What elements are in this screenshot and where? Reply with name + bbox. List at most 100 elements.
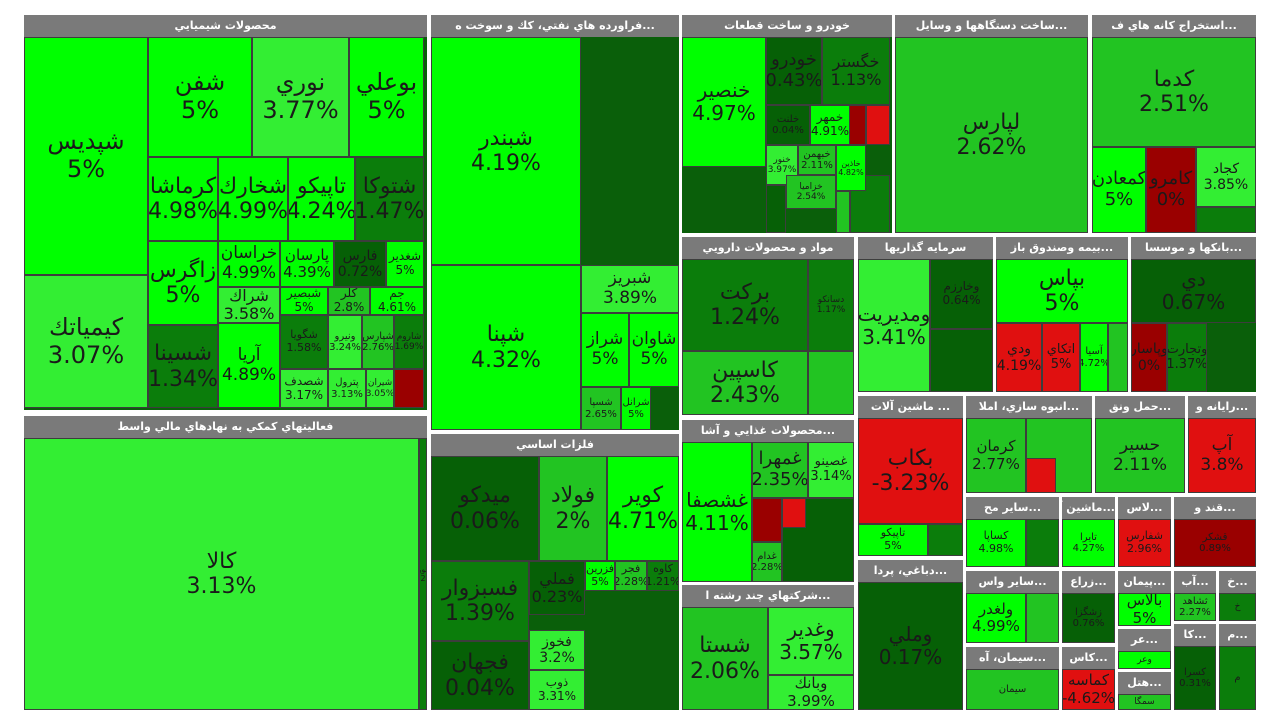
sector-29[interactable]: ...عر وعر [1118,629,1171,669]
sector-30[interactable]: ...هتل سمگا [1118,672,1171,710]
small-stock-tile[interactable] [836,191,850,233]
stock-tile[interactable]: خگستر 1.13% [822,37,890,105]
stock-tile[interactable]: جم 4.61% [370,287,424,315]
small-stock-tile[interactable] [1108,323,1128,392]
stock-tile[interactable]: شغدير 5% [386,241,424,287]
stock-tile[interactable]: كرماشا 4.98% [148,157,218,241]
sector-header[interactable]: ...عر [1131,633,1158,646]
stock-tile[interactable]: شپارس 2.76% [362,315,394,369]
stock-tile[interactable]: تاپيكو 5% [858,524,928,556]
sector-header[interactable]: خودرو و ساخت قطعات [724,19,850,32]
sector-25[interactable]: ...آب ثشاهد 2.27% [1174,571,1216,621]
sector-header[interactable]: ...انبوه سازي، املا [978,400,1080,413]
stock-tile[interactable]: كوير 4.71% [607,456,679,561]
sector-header[interactable]: ...هتل [1127,676,1162,689]
stock-tile[interactable]: غمهرا 2.35% [752,442,808,498]
stock-tile[interactable]: سيمان [966,669,1059,710]
stock-tile[interactable]: وپاسار 0% [1131,323,1167,392]
sector-6[interactable]: فلزات اساسي ميدكو 0.06% فولاد 2% كوير 4.71% فسب… [431,434,679,710]
sector-header[interactable]: فعاليتهاي كمكي به نهادهاي مالي واسط [117,420,334,433]
sector-header[interactable]: ...كا [1183,628,1207,641]
stock-tile[interactable]: ومديريت 3.41% [858,259,930,392]
stock-tile[interactable]: وبانك 3.99% [768,675,854,710]
stock-tile[interactable]: فجهان 0.04% [431,641,529,710]
stock-tile[interactable]: كلر 2.8% [328,287,370,315]
sector-28[interactable]: ...كاس كماسه -4.62% [1062,647,1115,710]
stock-tile[interactable]: سمگا [1118,694,1171,710]
stock-tile[interactable]: خلنت 0.04% [766,105,810,145]
sector-32[interactable]: ...م م [1219,624,1256,710]
sector-header[interactable]: مواد و محصولات دارويي [702,241,834,254]
stock-tile[interactable]: كماسه -4.62% [1062,669,1115,710]
stock-tile[interactable]: بوعلي 5% [349,37,424,157]
small-stock-tile[interactable] [866,105,890,145]
stock-tile[interactable]: خودرو 0.43% [766,37,822,105]
sector-header[interactable]: ...ساخت دستگاهها و وسايل [915,19,1068,32]
stock-tile[interactable]: حسير 2.11% [1095,418,1185,493]
stock-tile[interactable]: فسبزوار 1.39% [431,561,529,641]
stock-tile[interactable]: دي 0.67% [1131,259,1256,323]
small-stock-tile[interactable] [928,524,963,556]
stock-tile[interactable]: كاسپين 2.43% [682,351,808,415]
stock-tile[interactable]: پترول 3.13% [328,369,366,408]
sector-header[interactable]: سرمايه گذاريها [884,241,967,254]
stock-tile[interactable]: فخوز 3.2% [529,630,585,670]
sector-header[interactable]: ... ماشين آلات [870,400,951,413]
stock-tile[interactable]: بركت 1.24% [682,259,808,351]
stock-tile[interactable]: كسرا 0.31% [1174,646,1216,710]
stock-tile[interactable]: شسينا 1.34% [148,325,218,408]
sector-17[interactable]: ...دباغي، پردا وملي 0.17% [858,560,963,710]
sector-8[interactable]: سرمايه گذاريها ومديريت 3.41% وخارزم 0.64% [858,237,993,392]
stock-tile[interactable]: خاذين 4.82% [836,145,866,191]
stock-tile[interactable]: كرمان 2.77% [966,418,1026,493]
stock-tile[interactable]: زشگزا 0.76% [1062,593,1115,643]
sector-15[interactable]: ...رايانه و آپ 3.8% [1188,396,1256,493]
sector-5[interactable]: فعاليتهاي كمكي به نهادهاي مالي واسط كالا 3… [24,416,427,710]
sector-14[interactable]: ...حمل ونق حسير 2.11% [1095,396,1185,493]
sector-18[interactable]: ...ساير مح كساپا 4.98% [966,497,1059,567]
stock-tile[interactable]: نوري 3.77% [252,37,349,157]
stock-tile[interactable]: تاپيكو 4.24% [288,157,355,241]
small-stock-tile[interactable] [1196,207,1256,233]
sector-header[interactable]: ...كاس [1069,651,1108,664]
small-stock-tile[interactable] [1026,458,1056,493]
stock-tile[interactable]: فجر 2.28% [615,561,647,591]
stock-tile[interactable]: اتكاي 5% [1042,323,1080,392]
small-stock-tile[interactable] [1026,593,1059,643]
stock-tile[interactable]: خ [1219,593,1256,621]
sector-23[interactable]: ...زراع زشگزا 0.76% [1062,571,1115,643]
stock-tile[interactable]: ثشاهد 2.27% [1174,593,1216,621]
stock-tile[interactable]: خراسان 4.99% [218,241,280,287]
sector-24[interactable]: ...پيمان بالاس 5% [1118,571,1171,626]
sector-header[interactable]: ...قند و [1194,501,1236,514]
stock-tile[interactable]: شاروم 1.69% [394,315,424,369]
small-stock-tile[interactable] [1026,519,1059,567]
stock-tile[interactable]: فولاد 2% [539,456,607,561]
stock-tile[interactable]: شبندر 4.19% [431,37,581,265]
stock-tile[interactable]: شرانل 5% [621,387,651,430]
small-stock-tile[interactable] [808,351,854,415]
sector-31[interactable]: ...كا كسرا 0.31% [1174,624,1216,710]
stock-tile[interactable]: فملي 0.23% [529,561,585,615]
stock-tile[interactable]: كدما 2.51% [1092,37,1256,147]
stock-tile[interactable]: آريا 4.89% [218,323,280,408]
stock-tile[interactable]: شبريز 3.89% [581,265,679,313]
sector-header[interactable]: ...آب [1181,575,1209,588]
sector-22[interactable]: ...ساير واس ولغدر 4.99% [966,571,1059,643]
sector-header[interactable]: ...شركتهاي چند رشته ا [705,589,831,602]
sector-header[interactable]: ...بانكها و موسسا [1144,241,1243,254]
sector-2[interactable]: خودرو و ساخت قطعات خنصير 4.97% خودرو 0.43% خگ… [682,15,892,233]
stock-tile[interactable]: كالا 3.13% [24,438,419,710]
sector-header[interactable]: ...لاس [1126,501,1163,514]
stock-tile[interactable]: آپ 3.8% [1188,418,1256,493]
sector-4[interactable]: ...استخراج كانه هاي ف كدما 2.51% كمعادن 5% كا… [1092,15,1256,233]
stock-tile[interactable]: شبصير 5% [280,287,328,315]
sector-16[interactable]: ...شركتهاي چند رشته ا شستا 2.06% وغدير 3.57%… [682,585,854,710]
stock-tile[interactable]: كمعادن 5% [1092,147,1146,233]
sector-header[interactable]: ...پيمان [1123,575,1166,588]
stock-tile[interactable]: غدام 2.28% [752,542,782,582]
stock-tile[interactable]: خبهمن 2.11% [798,145,836,175]
stock-tile[interactable]: وعر [1118,651,1171,669]
stock-tile[interactable]: ودي 4.19% [996,323,1042,392]
stock-tile[interactable]: فزرين 5% [585,561,615,591]
